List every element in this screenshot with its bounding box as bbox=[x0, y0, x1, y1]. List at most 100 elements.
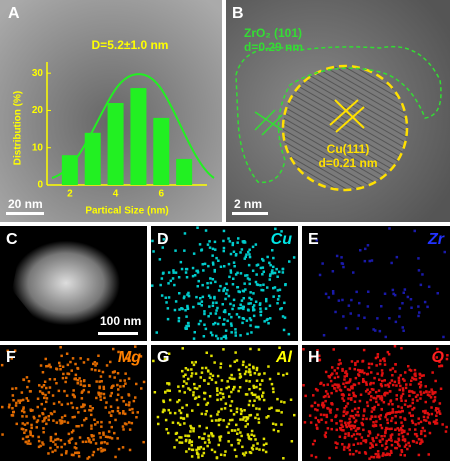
dot bbox=[199, 445, 203, 449]
dot bbox=[404, 386, 408, 390]
dot bbox=[169, 279, 172, 283]
dot bbox=[363, 316, 366, 319]
dot bbox=[59, 419, 63, 422]
dot bbox=[224, 329, 228, 332]
dot bbox=[43, 417, 46, 420]
dot bbox=[383, 379, 386, 382]
dot bbox=[222, 229, 226, 233]
dot bbox=[210, 419, 214, 422]
dot bbox=[210, 378, 214, 381]
dot bbox=[252, 309, 255, 312]
dot bbox=[324, 435, 327, 439]
dot bbox=[322, 383, 326, 387]
dot bbox=[139, 355, 143, 358]
dot bbox=[184, 439, 188, 443]
dot bbox=[202, 447, 205, 451]
dot bbox=[278, 270, 281, 274]
dot bbox=[66, 372, 69, 375]
dot bbox=[358, 301, 361, 305]
dot bbox=[317, 403, 320, 407]
panel-label: E bbox=[308, 231, 319, 248]
dot bbox=[281, 271, 285, 274]
dot bbox=[52, 419, 55, 422]
dot bbox=[42, 443, 45, 446]
dot bbox=[272, 295, 275, 298]
dot bbox=[380, 395, 383, 398]
panel-label: H bbox=[308, 349, 320, 366]
dot bbox=[57, 389, 61, 393]
dot bbox=[244, 370, 248, 373]
dot bbox=[218, 439, 222, 442]
dot bbox=[223, 309, 227, 312]
dot bbox=[197, 395, 201, 398]
dot bbox=[363, 409, 366, 413]
dot bbox=[369, 442, 372, 445]
dot bbox=[255, 447, 258, 450]
dot bbox=[408, 394, 411, 397]
dot bbox=[55, 382, 58, 385]
dot bbox=[181, 385, 185, 388]
dot bbox=[316, 427, 319, 430]
dot bbox=[241, 289, 245, 293]
dot bbox=[109, 414, 113, 417]
dot bbox=[185, 382, 188, 385]
dot bbox=[243, 257, 246, 260]
dot bbox=[420, 430, 423, 433]
dot bbox=[398, 429, 401, 432]
dot bbox=[127, 404, 131, 407]
dot bbox=[364, 390, 368, 393]
dot bbox=[316, 408, 319, 412]
dot bbox=[223, 407, 227, 410]
dot bbox=[252, 444, 255, 447]
dot bbox=[246, 277, 250, 280]
dot bbox=[354, 429, 358, 432]
dot bbox=[374, 356, 378, 360]
x-axis-label: Partical Size (nm) bbox=[85, 206, 168, 217]
histogram-title: D=5.2±1.0 nm bbox=[92, 38, 169, 52]
dot bbox=[1, 405, 4, 409]
dot bbox=[237, 428, 240, 431]
dot bbox=[391, 403, 394, 406]
dot bbox=[330, 391, 333, 395]
dot bbox=[250, 429, 254, 433]
dot bbox=[110, 391, 113, 395]
dot bbox=[399, 384, 402, 388]
dot bbox=[223, 453, 226, 457]
dot bbox=[187, 387, 190, 390]
dot bbox=[415, 441, 419, 444]
dot bbox=[398, 307, 402, 310]
dot bbox=[382, 452, 385, 455]
dot bbox=[432, 391, 436, 395]
dot bbox=[369, 417, 372, 421]
dot bbox=[21, 437, 25, 441]
dot bbox=[311, 442, 315, 446]
dot bbox=[252, 314, 256, 318]
dot bbox=[101, 370, 105, 374]
dot bbox=[352, 443, 355, 446]
dot bbox=[47, 391, 51, 394]
dot bbox=[339, 426, 342, 430]
dot bbox=[45, 365, 48, 368]
dot bbox=[435, 407, 438, 410]
dot bbox=[89, 409, 93, 412]
dot bbox=[90, 435, 94, 438]
dot bbox=[263, 372, 266, 375]
dot bbox=[302, 384, 305, 387]
dot bbox=[12, 410, 15, 414]
dot bbox=[200, 304, 203, 307]
dot bbox=[391, 288, 395, 292]
dot bbox=[408, 444, 411, 448]
dot bbox=[54, 438, 57, 442]
dot bbox=[261, 289, 265, 292]
dot bbox=[87, 440, 91, 443]
dot bbox=[417, 422, 420, 425]
dot bbox=[251, 306, 255, 309]
dot bbox=[343, 410, 346, 413]
dot bbox=[247, 263, 251, 267]
dot bbox=[272, 256, 275, 260]
dot bbox=[221, 303, 224, 306]
dot bbox=[171, 277, 175, 280]
dot bbox=[22, 406, 25, 409]
dot bbox=[387, 438, 391, 441]
dot bbox=[284, 283, 287, 286]
